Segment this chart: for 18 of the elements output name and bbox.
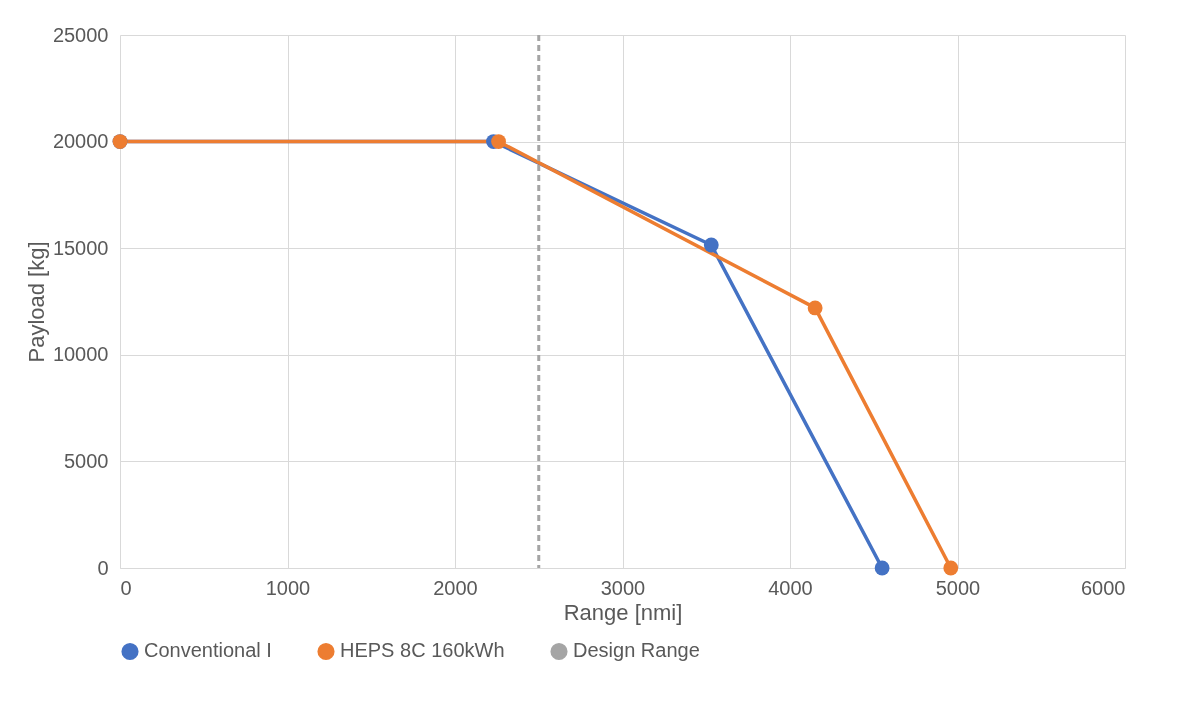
y-tick-label: 5000 [64,449,109,472]
x-axis-title: Range [nmi] [563,599,683,625]
x-tick-label: 2000 [433,576,478,599]
y-tick-label: 15000 [52,236,109,259]
y-tick-label: 20000 [52,130,109,153]
y-tick-label: 0 [97,556,109,579]
x-tick-label: 6000 [1081,576,1126,599]
y-axis-title: Payload [kg] [23,241,49,363]
x-tick-label: 3000 [600,576,646,599]
x-tick-label: 0 [120,576,132,599]
y-tick-label: 25000 [52,23,109,46]
y-tick-label: 10000 [52,343,109,366]
legend-label: Conventional I [144,639,272,662]
legend-label: Design Range [573,639,700,662]
x-tick-label: 4000 [768,576,813,599]
x-tick-label: 1000 [265,576,311,599]
legend-label: HEPS 8C 160kWh [340,639,505,662]
x-tick-label: 5000 [935,576,981,599]
